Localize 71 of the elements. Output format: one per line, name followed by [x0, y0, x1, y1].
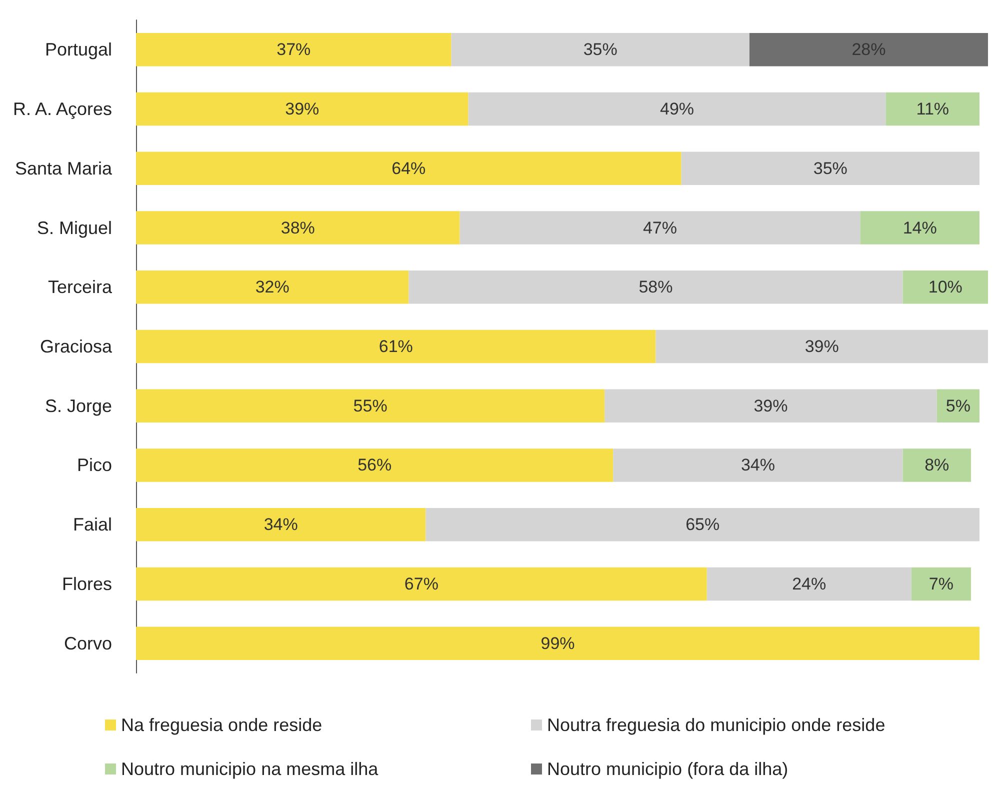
bar — [681, 152, 980, 186]
data-label: 67% — [404, 574, 438, 594]
data-label: 37% — [276, 40, 311, 60]
bar — [860, 211, 980, 244]
bar — [426, 508, 980, 542]
y-tick-label: Graciosa — [40, 336, 114, 356]
data-label: 28% — [852, 40, 886, 60]
y-tick-label: Terceira — [48, 277, 114, 298]
data-label: 34% — [264, 515, 298, 534]
data-label: 65% — [686, 515, 720, 534]
data-label: 7% — [928, 574, 954, 594]
bar — [460, 211, 860, 244]
data-label: 58% — [638, 278, 673, 297]
bar — [136, 389, 605, 422]
data-label: 5% — [946, 396, 970, 416]
data-label: 61% — [378, 337, 413, 356]
bar — [136, 448, 614, 482]
bar — [136, 626, 980, 660]
bar — [749, 33, 988, 66]
data-label: 38% — [280, 218, 315, 238]
y-tick-label: S. Miguel — [36, 218, 112, 238]
data-label: 8% — [924, 456, 950, 475]
data-label: 39% — [285, 100, 320, 119]
bar — [604, 389, 937, 422]
data-label: 39% — [804, 337, 839, 356]
data-label: 10% — [928, 278, 962, 297]
data-label: 11% — [916, 100, 950, 119]
data-label: 56% — [358, 456, 392, 475]
legend-label: Noutro municipio na mesma ilha — [121, 759, 380, 779]
bar — [656, 330, 988, 364]
y-tick-label: Corvo — [64, 633, 112, 654]
bar — [136, 33, 452, 66]
legend-label: Noutra freguesia do municipio onde reside — [547, 715, 886, 735]
data-label: 55% — [353, 396, 388, 416]
bar — [136, 152, 682, 186]
data-label: 35% — [813, 158, 848, 178]
data-label: 32% — [255, 278, 290, 297]
data-label: 14% — [902, 218, 937, 238]
data-label: 34% — [740, 456, 775, 475]
bar — [136, 508, 426, 542]
y-tick-label: Portugal — [44, 40, 112, 60]
bar — [936, 389, 980, 422]
data-label: 99% — [540, 634, 575, 653]
data-label: 47% — [642, 218, 678, 238]
data-label: 49% — [660, 100, 694, 119]
bar — [902, 448, 971, 482]
bar — [136, 567, 707, 601]
bar — [468, 92, 886, 126]
y-tick-label: Pico — [77, 455, 112, 476]
data-label: 24% — [792, 574, 826, 594]
data-label: 35% — [583, 40, 618, 60]
bar — [613, 448, 903, 482]
data-label: 64% — [392, 158, 426, 178]
y-tick-label: Flores — [62, 574, 112, 594]
bar — [136, 270, 409, 304]
y-tick-label: S. Jorge — [44, 396, 112, 416]
y-tick-label: Santa Maria — [14, 158, 114, 178]
legend-label: Na freguesia onde reside — [121, 715, 322, 735]
bar — [136, 211, 460, 244]
bar — [451, 33, 750, 66]
y-tick-label: R. A. Açores — [12, 99, 112, 120]
bar — [136, 330, 656, 364]
bar — [136, 92, 468, 126]
bar — [902, 270, 988, 304]
data-label: 39% — [754, 396, 788, 416]
y-tick-label: Faial — [73, 514, 112, 535]
bar — [886, 92, 980, 126]
bar — [408, 270, 903, 304]
bar — [911, 567, 971, 601]
bar — [706, 567, 912, 601]
legend-label: Noutro municipio (fora da ilha) — [547, 759, 788, 779]
